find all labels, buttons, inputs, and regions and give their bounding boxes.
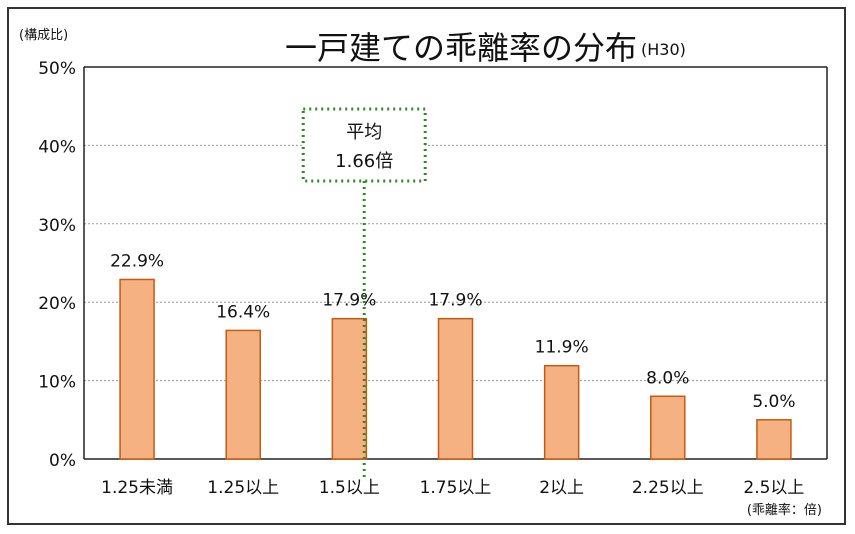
chart-title-note: (H30) xyxy=(641,40,686,59)
y-tick-label: 20% xyxy=(38,294,76,314)
x-tick-label: 1.5以上 xyxy=(319,478,380,498)
bar xyxy=(331,317,368,460)
y-tick-label: 10% xyxy=(38,373,76,393)
bar-value-label: 16.4% xyxy=(216,302,270,322)
y-unit-label: (構成比) xyxy=(19,28,68,43)
bar xyxy=(225,329,261,460)
bar-value-label: 8.0% xyxy=(646,368,689,388)
bar-value-label: 11.9% xyxy=(535,338,589,358)
average-value-label: 1.66倍 xyxy=(335,151,393,172)
x-tick-label: 2以上 xyxy=(539,478,584,498)
x-tick-label: 2.5以上 xyxy=(743,478,804,498)
bar-value-label: 5.0% xyxy=(752,392,795,412)
y-tick-label: 40% xyxy=(38,137,76,157)
y-tick-label: 50% xyxy=(38,59,76,79)
bar-value-label: 17.9% xyxy=(428,291,482,311)
bar xyxy=(650,395,686,460)
chart-title: 一戸建ての乖離率の分布 xyxy=(285,29,637,67)
average-label: 平均 xyxy=(346,122,382,143)
chart-frame: (構成比) 一戸建ての乖離率の分布 (H30) 0% 10% 20% 30% 40% 50… xyxy=(7,7,846,525)
bar xyxy=(119,278,155,460)
bar xyxy=(756,419,792,460)
x-unit-label: (乖離率：倍) xyxy=(747,502,822,518)
y-tick-label: 0% xyxy=(49,451,76,471)
bar xyxy=(543,364,580,460)
x-tick-label: 1.25以上 xyxy=(207,478,279,498)
y-tick-label: 30% xyxy=(38,216,76,236)
bar-value-label: 22.9% xyxy=(110,251,164,271)
bar xyxy=(437,317,474,460)
bar-chart: (構成比) 一戸建ての乖離率の分布 (H30) 0% 10% 20% 30% 40% 50… xyxy=(19,28,828,518)
x-tick-label: 1.75以上 xyxy=(420,478,492,498)
average-box xyxy=(301,107,427,183)
x-tick-label: 2.25以上 xyxy=(632,478,704,498)
x-tick-label: 1.25未満 xyxy=(101,478,173,498)
bar-value-label: 17.9% xyxy=(322,291,376,311)
